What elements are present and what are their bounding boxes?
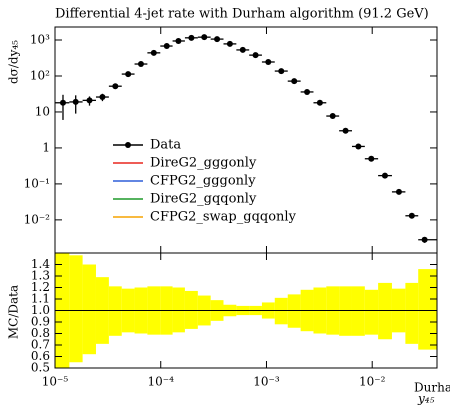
y-tick-label: 1.2 xyxy=(31,280,50,294)
data-point xyxy=(150,49,157,56)
legend-label: CFPG2_swap_gqqonly xyxy=(150,210,297,225)
data-point xyxy=(226,40,233,47)
data-point xyxy=(188,34,195,41)
y-tick-label: 1.1 xyxy=(31,292,50,306)
data-point xyxy=(329,113,336,120)
legend-label: DireG2_gggonly xyxy=(150,156,257,171)
y-tick-label: 0.7 xyxy=(31,338,50,352)
x-axis-label: y₄₅ xyxy=(417,392,435,406)
data-point xyxy=(72,98,79,105)
data-point xyxy=(408,212,415,219)
frame xyxy=(54,252,438,369)
data-point xyxy=(137,61,144,68)
band xyxy=(287,294,301,328)
y-axis-label: dσ/dy₄₅ xyxy=(7,40,21,84)
data-point xyxy=(304,88,311,95)
data-point xyxy=(381,172,388,179)
band xyxy=(82,264,96,355)
y-tick-label: 0.8 xyxy=(31,326,50,340)
y-tick-label: 0.5 xyxy=(31,361,50,375)
data-point xyxy=(278,68,285,75)
y-tick-label: 1.4 xyxy=(31,257,50,271)
data-point xyxy=(316,99,323,106)
x-tick-label: 10⁻³ xyxy=(253,375,280,389)
x-tick-label: 10⁻² xyxy=(359,375,386,389)
band xyxy=(364,289,379,335)
y-tick-label: 10² xyxy=(30,68,50,82)
band xyxy=(69,255,83,363)
data-point xyxy=(355,143,362,150)
data-point xyxy=(368,155,375,162)
y-tick-label: 10⁻² xyxy=(24,212,51,226)
y-tick-label: 10³ xyxy=(30,33,50,47)
band xyxy=(405,282,419,344)
data-point xyxy=(125,71,132,78)
y-tick-label: 1 xyxy=(42,140,50,154)
y-tick-label: 10⁻¹ xyxy=(24,176,50,190)
band xyxy=(108,286,122,336)
x-axis-label-sup: Durham xyxy=(414,381,450,395)
data-point xyxy=(99,94,106,101)
data-point xyxy=(252,52,259,59)
data-point xyxy=(59,99,66,106)
chart-title: Differential 4-jet rate with Durham algo… xyxy=(55,7,429,22)
ratio-axis-label: MC/Data xyxy=(7,285,21,339)
data-point xyxy=(291,78,298,85)
legend-label: CFPG2_gggonly xyxy=(150,174,256,189)
data-point xyxy=(163,43,170,50)
legend-label: DireG2_gqqonly xyxy=(150,192,257,207)
data-point xyxy=(86,97,93,104)
legend-marker xyxy=(125,142,131,148)
band xyxy=(418,269,437,350)
data-point xyxy=(395,188,402,195)
band xyxy=(351,286,365,336)
data-point xyxy=(214,36,221,43)
data-point xyxy=(239,46,246,53)
y-tick-label: 1.0 xyxy=(31,303,50,317)
band xyxy=(339,286,352,336)
data-point xyxy=(175,37,182,44)
data-point xyxy=(112,83,119,90)
band xyxy=(274,297,288,325)
band xyxy=(184,290,198,329)
y-tick-label: 1.3 xyxy=(31,269,50,283)
x-tick-label: 10⁻⁴ xyxy=(148,375,175,389)
x-tick-label: 10⁻⁵ xyxy=(42,375,69,389)
band xyxy=(172,287,185,333)
data-point xyxy=(342,127,349,134)
y-tick-label: 0.6 xyxy=(31,349,50,363)
legend-label: Data xyxy=(150,138,181,153)
data-point xyxy=(421,236,428,243)
band xyxy=(378,282,392,340)
y-tick-label: 0.9 xyxy=(31,315,50,329)
y-tick-label: 10 xyxy=(35,104,50,118)
data-point xyxy=(201,34,208,41)
data-point xyxy=(265,58,272,65)
